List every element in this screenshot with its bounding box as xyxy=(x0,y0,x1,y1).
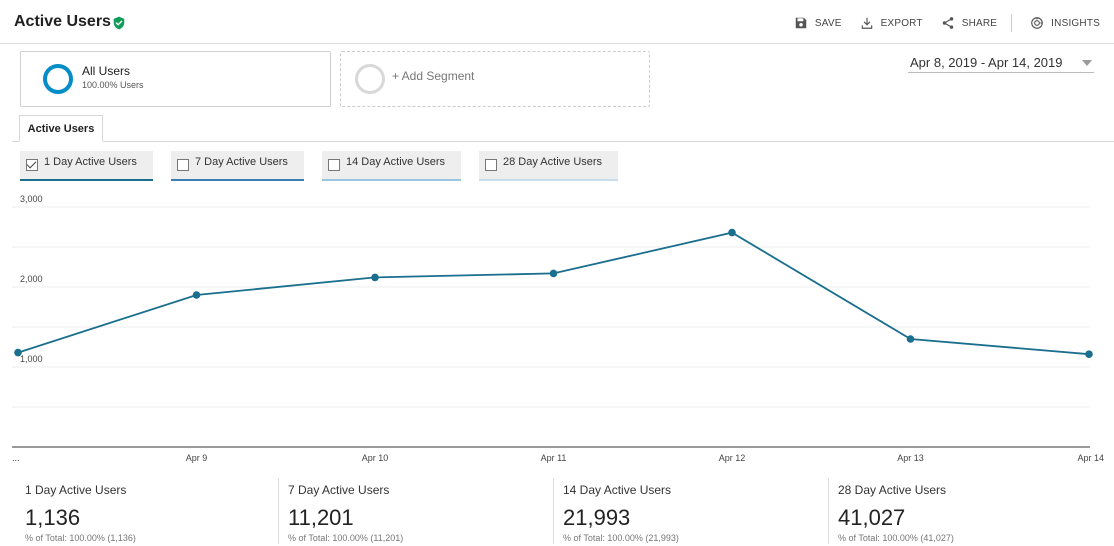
save-button[interactable]: SAVE xyxy=(794,16,842,30)
x-tick-label: Apr 13 xyxy=(897,453,924,463)
data-point xyxy=(192,291,201,299)
date-range-text: Apr 8, 2019 - Apr 14, 2019 xyxy=(910,55,1063,70)
metric-label: 1 Day Active Users xyxy=(44,156,137,168)
report-header: Active Users SAVE EXPORT xyxy=(0,0,1114,44)
empty-segment-ring-icon xyxy=(355,64,385,94)
scorecard-total: % of Total: 100.00% (21,993) xyxy=(563,533,679,543)
scorecard-total: % of Total: 100.00% (41,027) xyxy=(838,533,954,543)
x-tick-label: Apr 9 xyxy=(186,453,208,463)
scorecard-label: 1 Day Active Users xyxy=(25,483,127,497)
scorecard-divider xyxy=(278,478,279,544)
date-range-picker[interactable]: Apr 8, 2019 - Apr 14, 2019 xyxy=(908,53,1094,73)
scorecard-label: 28 Day Active Users xyxy=(838,483,947,497)
save-label: SAVE xyxy=(814,17,842,29)
metric-color-bar xyxy=(479,179,618,181)
metric-color-bar xyxy=(171,179,304,181)
insights-button[interactable]: INSIGHTS xyxy=(1030,16,1100,30)
scorecard-divider xyxy=(553,478,554,544)
y-tick-label: 3,000 xyxy=(20,195,43,204)
x-tick-label: Apr 12 xyxy=(719,453,746,463)
x-tick-label: Apr 10 xyxy=(362,453,389,463)
export-icon xyxy=(861,17,872,29)
scorecard-1-day: 1 Day Active Users 1,136 % of Total: 100… xyxy=(25,478,275,546)
x-tick-label: Apr 11 xyxy=(541,453,567,463)
y-tick-label: 1,000 xyxy=(20,354,43,364)
scorecard-7-day: 7 Day Active Users 11,201 % of Total: 10… xyxy=(288,478,548,546)
chevron-down-icon xyxy=(1082,60,1092,66)
tab-divider xyxy=(12,141,1114,142)
data-point xyxy=(728,228,736,237)
data-point xyxy=(14,348,22,357)
metric-label: 7 Day Active Users xyxy=(195,156,288,168)
export-button[interactable]: EXPORT xyxy=(860,16,923,30)
metric-checkbox[interactable] xyxy=(485,159,497,171)
segment-subtitle: 100.00% Users xyxy=(82,80,144,90)
x-tick-label: ... xyxy=(12,453,20,463)
metric-toggle-1-day[interactable]: 1 Day Active Users xyxy=(20,151,153,181)
export-label: EXPORT xyxy=(880,17,923,29)
scorecard-value: 1,136 xyxy=(25,505,81,530)
tab-active-users[interactable]: Active Users xyxy=(19,115,103,142)
metric-toggle-14-day[interactable]: 14 Day Active Users xyxy=(322,151,461,181)
data-point xyxy=(1085,350,1093,358)
scorecards: 1 Day Active Users 1,136 % of Total: 100… xyxy=(12,474,1114,546)
metric-label: 14 Day Active Users xyxy=(346,156,446,168)
scorecard-14-day: 14 Day Active Users 21,993 % of Total: 1… xyxy=(563,478,823,546)
data-point xyxy=(549,269,558,278)
toolbar-divider xyxy=(1011,14,1013,32)
segment-ring-icon xyxy=(43,64,73,94)
metric-color-bar xyxy=(20,179,153,181)
insights-label: INSIGHTS xyxy=(1051,17,1100,29)
line-chart: 1,000 2,000 3,000... Apr 9 Apr 10 Apr 11 Apr 1… xyxy=(12,195,1104,463)
scorecard-label: 7 Day Active Users xyxy=(288,483,390,497)
scorecard-value: 21,993 xyxy=(563,505,631,530)
verified-shield-icon xyxy=(113,16,125,30)
metric-toggle-7-day[interactable]: 7 Day Active Users xyxy=(171,151,304,181)
share-button[interactable]: SHARE xyxy=(941,16,997,30)
data-point xyxy=(906,335,915,343)
metric-checkbox[interactable] xyxy=(177,159,189,171)
metric-color-bar xyxy=(322,179,461,181)
add-segment-label: + Add Segment xyxy=(392,69,475,83)
data-point xyxy=(371,273,379,282)
add-segment-button[interactable]: + Add Segment xyxy=(340,51,650,107)
report-toolbar: SAVE EXPORT SHARE INSIGHTS xyxy=(776,14,1100,32)
segment-name: All Users xyxy=(82,64,131,78)
x-tick-label: Apr 14 xyxy=(1077,453,1104,463)
save-icon xyxy=(795,17,807,29)
scorecard-divider xyxy=(828,478,829,544)
metric-toggle-28-day[interactable]: 28 Day Active Users xyxy=(479,151,618,181)
page-title: Active Users xyxy=(14,13,111,30)
active-users-chart: 1,000 2,000 3,000... Apr 9 Apr 10 Apr 11 Apr 1… xyxy=(0,195,1114,470)
metric-checkbox[interactable] xyxy=(26,158,38,171)
metric-label: 28 Day Active Users xyxy=(503,156,603,168)
check-icon xyxy=(26,158,37,169)
scorecard-value: 11,201 xyxy=(288,505,354,530)
insights-icon xyxy=(1031,17,1044,29)
share-label: SHARE xyxy=(961,17,998,29)
scorecard-total: % of Total: 100.00% (11,201) xyxy=(288,533,404,543)
series-line-1-day-active-users xyxy=(17,231,1090,356)
metric-checkbox[interactable] xyxy=(328,159,340,171)
segment-all-users[interactable]: All Users 100.00% Users xyxy=(20,51,331,107)
scorecard-total: % of Total: 100.00% (1,136) xyxy=(25,533,136,543)
share-icon xyxy=(942,17,953,29)
scorecard-label: 14 Day Active Users xyxy=(563,483,672,497)
y-tick-label: 2,000 xyxy=(20,274,43,284)
scorecard-28-day: 28 Day Active Users 41,027 % of Total: 1… xyxy=(838,478,1098,546)
scorecard-value: 41,027 xyxy=(838,505,906,530)
